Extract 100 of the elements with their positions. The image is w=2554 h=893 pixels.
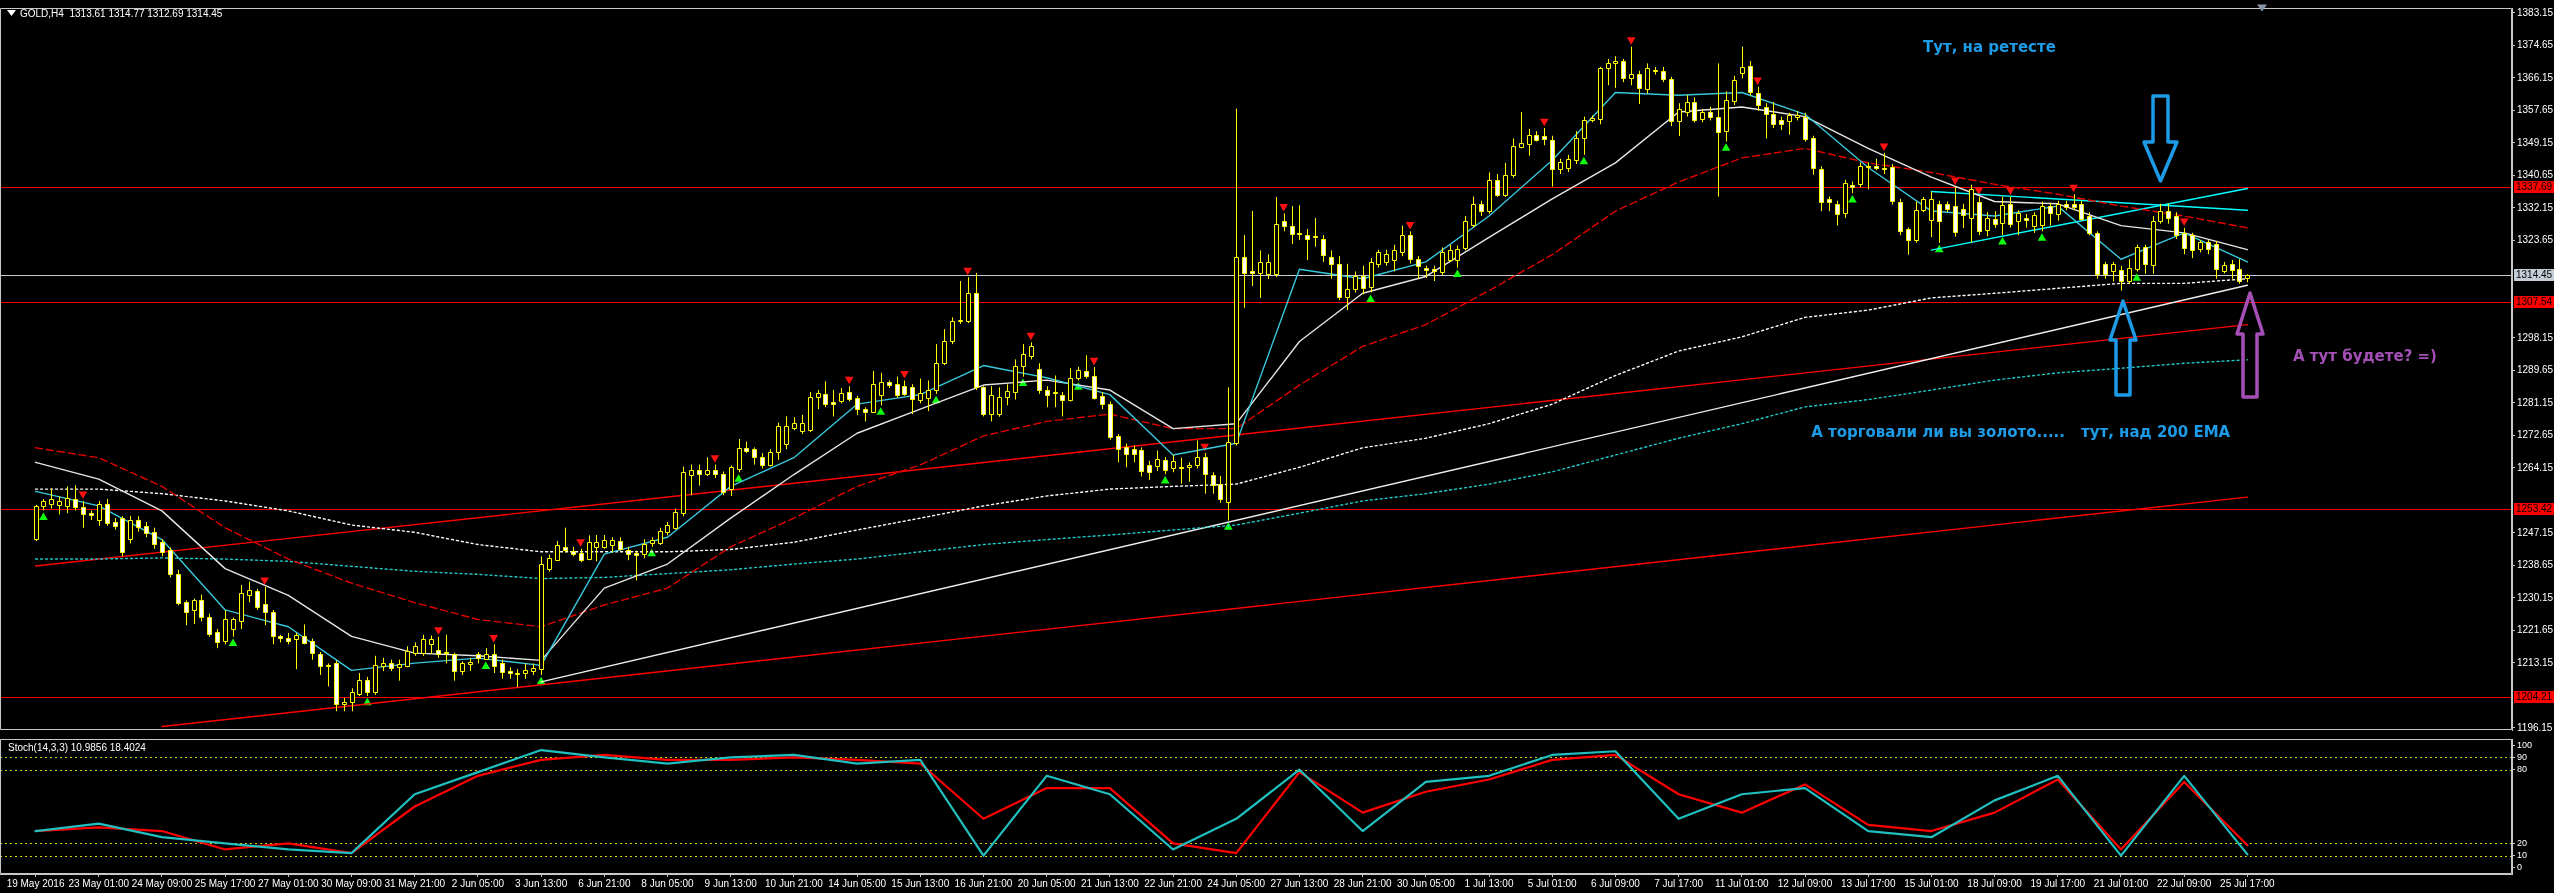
candlestick xyxy=(57,495,62,515)
candlestick xyxy=(2056,200,2061,222)
candlestick xyxy=(942,328,947,366)
candlestick xyxy=(1092,366,1097,399)
candlestick xyxy=(1053,375,1058,408)
candlestick xyxy=(2166,203,2171,225)
point xyxy=(1753,77,1762,85)
x-tick-label: 6 Jun 21:00 xyxy=(578,877,631,889)
x-tick-label: 27 Jun 13:00 xyxy=(1270,877,1329,889)
candlestick xyxy=(737,438,742,473)
x-tick-label: 22 Jul 09:00 xyxy=(2156,877,2212,889)
candlestick xyxy=(1258,249,1263,299)
candlestick xyxy=(1511,137,1516,179)
candlestick xyxy=(81,500,86,529)
candlestick xyxy=(800,414,805,435)
candlestick xyxy=(1685,94,1690,118)
candlestick xyxy=(879,372,884,406)
candlestick xyxy=(1297,204,1302,241)
candlestick xyxy=(1045,385,1050,408)
candlestick xyxy=(610,536,615,554)
x-tick-label: 3 Jun 13:00 xyxy=(514,877,568,889)
candlestick xyxy=(1929,191,1934,238)
candlestick xyxy=(997,386,1002,418)
candlestick xyxy=(1961,203,1966,229)
x-tick-label: 23 May 01:00 xyxy=(68,877,130,889)
candlestick xyxy=(1487,171,1492,215)
x-tick-label: 1 Jul 13:00 xyxy=(1464,877,1514,889)
candlestick xyxy=(926,379,931,412)
annotation: тут, над 200 EMA xyxy=(2081,423,2231,441)
y-tick-label: 1349.15 xyxy=(2517,136,2554,148)
candlestick xyxy=(989,385,994,422)
y-tick-label: 1340.65 xyxy=(2517,169,2554,181)
x-tick-label: 9 Jun 13:00 xyxy=(704,877,758,889)
candlestick xyxy=(594,534,599,562)
candlestick xyxy=(784,415,789,450)
x-tick-label: 24 May 09:00 xyxy=(131,877,193,889)
candlestick xyxy=(49,488,54,510)
point xyxy=(576,539,585,547)
candlestick xyxy=(263,586,268,626)
candlestick xyxy=(1345,263,1350,311)
candlestick xyxy=(1242,234,1247,309)
candlestick xyxy=(1771,101,1776,129)
y-tick-label: 1323.65 xyxy=(2517,234,2554,246)
candlestick xyxy=(2214,240,2219,280)
candlestick xyxy=(2016,209,2021,236)
candlestick xyxy=(555,540,560,561)
x-tick-label: 24 Jun 05:00 xyxy=(1207,877,1266,889)
candlestick xyxy=(2024,213,2029,229)
candlestick xyxy=(1329,249,1334,280)
candlestick xyxy=(334,659,339,712)
y-tick-label: 20 xyxy=(2517,837,2528,848)
candlestick xyxy=(1637,70,1642,105)
candlestick xyxy=(508,666,513,680)
y-tick-label: 1383.15 xyxy=(2517,6,2554,18)
candlestick xyxy=(547,553,552,573)
candlestick xyxy=(1471,196,1476,229)
candlestick xyxy=(895,376,900,399)
candlestick xyxy=(2151,215,2156,275)
x-tick-label: 20 Jun 05:00 xyxy=(1017,877,1077,889)
candlestick xyxy=(523,662,528,680)
candlestick xyxy=(1882,152,1887,175)
candlestick xyxy=(1629,46,1634,86)
annotation: А тут будете? =) xyxy=(2293,347,2437,365)
y-tick-label: 1332.15 xyxy=(2517,201,2554,213)
candlestick xyxy=(863,406,868,422)
candlestick xyxy=(974,272,979,391)
candlestick xyxy=(1313,217,1318,248)
y-tick-label: 1230.15 xyxy=(2517,591,2554,603)
candlestick xyxy=(1613,55,1618,89)
candlestick xyxy=(1819,165,1824,212)
candlestick xyxy=(2000,196,2005,236)
candlestick xyxy=(1937,200,1942,244)
candlestick xyxy=(515,668,520,688)
candlestick xyxy=(1574,130,1579,165)
candlestick xyxy=(1985,211,1990,237)
candlestick xyxy=(2072,193,2077,211)
candlestick xyxy=(823,380,828,408)
y-tick-label: 100 xyxy=(2517,739,2533,750)
candlestick xyxy=(816,389,821,410)
candlestick xyxy=(1179,457,1184,485)
candlestick xyxy=(1321,234,1326,263)
candlestick xyxy=(1337,255,1342,301)
x-tick-label: 19 May 2016 xyxy=(6,877,65,889)
candlestick xyxy=(1155,449,1160,472)
candlestick xyxy=(239,584,244,630)
ref-line-label: 1253.42 xyxy=(2516,503,2553,515)
candlestick xyxy=(1084,354,1089,380)
candlestick xyxy=(902,379,907,395)
candlestick xyxy=(1369,257,1374,294)
point xyxy=(39,512,48,520)
candlestick xyxy=(342,697,347,712)
y-tick-label: 1366.15 xyxy=(2517,71,2554,83)
point xyxy=(481,661,491,670)
x-tick-label: 30 May 09:00 xyxy=(321,877,383,889)
x-tick-label: 30 Jun 05:00 xyxy=(1396,877,1456,889)
candlestick xyxy=(1060,391,1065,417)
x-tick-label: 28 Jun 21:00 xyxy=(1333,877,1392,889)
x-tick-label: 15 Jun 13:00 xyxy=(891,877,950,889)
candlestick xyxy=(2182,227,2187,255)
y-tick-label: 1264.15 xyxy=(2517,461,2554,473)
